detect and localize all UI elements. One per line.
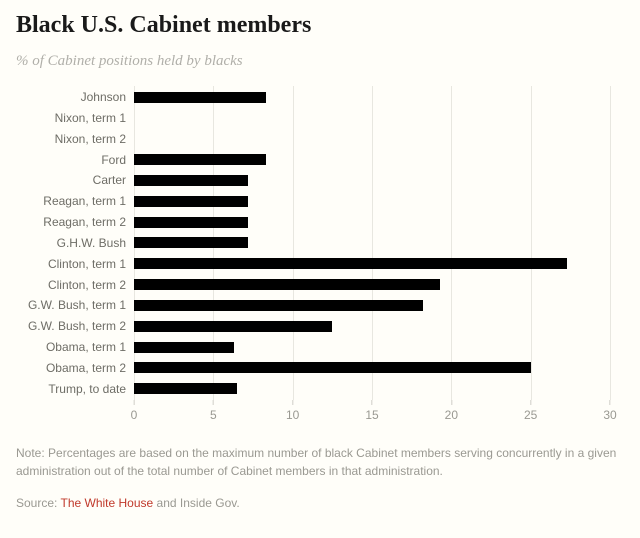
bar-label: Obama, term 1 [46,340,134,354]
bar [134,300,423,311]
source-link[interactable]: The White House [60,496,153,510]
tick-label: 0 [131,408,138,422]
bar-row: Carter [134,173,610,187]
bar-row: Obama, term 1 [134,340,610,354]
bar-label: Nixon, term 1 [55,111,134,125]
tick-label: 30 [603,408,616,422]
bar [134,237,248,248]
bar [134,258,567,269]
bar-chart: JohnsonNixon, term 1Nixon, term 2FordCar… [16,86,624,426]
bar-row: G.H.W. Bush [134,236,610,250]
bar-row: Nixon, term 1 [134,111,610,125]
bar-row: Clinton, term 2 [134,278,610,292]
bar [134,321,332,332]
tick-mark [451,400,452,405]
bar-row: Obama, term 2 [134,361,610,375]
tick-label: 15 [365,408,378,422]
bar-row: G.W. Bush, term 1 [134,298,610,312]
tick-mark [292,400,293,405]
bar [134,279,440,290]
chart-source: Source: The White House and Inside Gov. [16,496,624,510]
chart-subtitle: % of Cabinet positions held by blacks [16,53,624,70]
source-prefix: Source: [16,496,60,510]
bar [134,175,248,186]
bar-row: Trump, to date [134,382,610,396]
tick-label: 10 [286,408,299,422]
x-tick: 30 [603,400,616,422]
tick-label: 25 [524,408,537,422]
tick-mark [530,400,531,405]
bar-label: Johnson [81,90,134,104]
x-tick: 25 [524,400,537,422]
bar-label: Obama, term 2 [46,361,134,375]
page-title: Black U.S. Cabinet members [16,12,624,39]
bar [134,154,266,165]
bar-row: Reagan, term 2 [134,215,610,229]
bar-row: Nixon, term 2 [134,132,610,146]
grid-line [610,86,611,400]
bar-label: Reagan, term 2 [43,215,134,229]
bar-label: Ford [101,153,134,167]
tick-mark [213,400,214,405]
bar-label: Trump, to date [48,382,134,396]
x-tick: 20 [445,400,458,422]
bar-row: Clinton, term 1 [134,257,610,271]
bar [134,362,531,373]
tick-mark [134,400,135,405]
bar-row: G.W. Bush, term 2 [134,319,610,333]
bar-label: G.W. Bush, term 1 [28,298,134,312]
bar-label: G.H.W. Bush [57,236,134,250]
tick-label: 20 [445,408,458,422]
x-tick: 15 [365,400,378,422]
bar-label: Carter [93,173,134,187]
tick-mark [609,400,610,405]
bar [134,383,237,394]
tick-label: 5 [210,408,217,422]
bar [134,196,248,207]
bar-label: Nixon, term 2 [55,132,134,146]
source-suffix: and Inside Gov. [153,496,240,510]
bar [134,342,234,353]
bar-row: Reagan, term 1 [134,194,610,208]
x-axis: 051015202530 [134,400,610,426]
tick-mark [371,400,372,405]
bar-label: G.W. Bush, term 2 [28,319,134,333]
bar-label: Clinton, term 2 [48,278,134,292]
bar-label: Clinton, term 1 [48,257,134,271]
bar [134,92,266,103]
bar [134,217,248,228]
x-tick: 5 [210,400,217,422]
x-tick: 0 [131,400,138,422]
bar-row: Johnson [134,90,610,104]
bars-container: Johnson Nixon, term 1 Nixon, term 2 Ford Car… [134,90,610,396]
chart-note: Note: Percentages are based on the maxim… [16,444,624,480]
bar-row: Ford [134,153,610,167]
x-tick: 10 [286,400,299,422]
bar-label: Reagan, term 1 [43,194,134,208]
